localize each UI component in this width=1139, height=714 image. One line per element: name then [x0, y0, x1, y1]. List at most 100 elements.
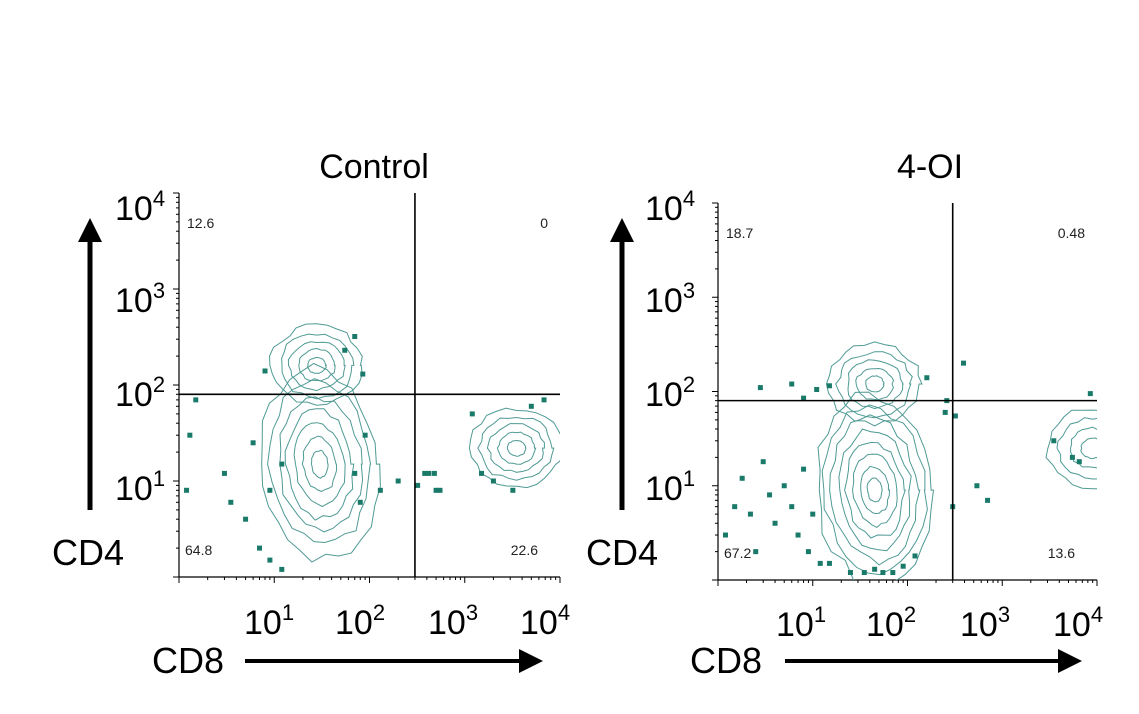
x-tick-exponent: 4: [1090, 602, 1104, 627]
contour-line: [284, 408, 355, 521]
event-point: [193, 397, 199, 403]
contour-line: [851, 453, 898, 529]
event-point: [426, 470, 432, 476]
contour-line: [298, 347, 336, 382]
y-axis-arrow-4oi-head: [610, 218, 634, 242]
y-tick-base: 10: [115, 282, 153, 320]
contour-line: [267, 378, 372, 544]
x-tick-base: 10: [1053, 606, 1091, 644]
y-tick-exponent: 2: [152, 372, 166, 397]
x-tick-exponent: 1: [281, 600, 295, 625]
contour-group: [261, 323, 560, 563]
event-point: [861, 570, 867, 576]
event-point: [422, 470, 428, 476]
event-point: [415, 482, 421, 488]
x-tick-base: 10: [520, 604, 558, 642]
y-tick-label-10-control: 101: [115, 468, 165, 509]
quadrant-label-lower-left: 64.8: [185, 542, 212, 558]
event-point: [362, 432, 368, 438]
contour-line: [287, 341, 346, 392]
event-point: [974, 483, 980, 489]
quadrant-label-upper-right: 0.48: [1058, 225, 1085, 241]
event-point: [924, 375, 930, 381]
contour-line: [506, 439, 527, 457]
x-tick-exponent: 4: [557, 600, 571, 625]
chart-title-4oi: 4-OI: [896, 148, 964, 186]
x-tick-label-10-control: 101: [244, 602, 294, 643]
event-point: [279, 461, 285, 467]
event-point: [221, 470, 227, 476]
event-point: [781, 483, 787, 489]
event-point: [243, 516, 249, 522]
contour-line: [1080, 437, 1097, 460]
y-tick-label-10000-4oi: 104: [645, 188, 695, 229]
event-point: [801, 395, 807, 401]
x-tick-label-1000-control: 103: [428, 602, 478, 643]
quadrant-label-upper-right: 0: [540, 215, 548, 231]
event-point: [961, 360, 967, 366]
x-axis-arrow-control-head: [519, 649, 543, 673]
y-tick-label-100-control: 102: [115, 374, 165, 415]
event-point: [814, 387, 820, 393]
x-tick-exponent: 3: [997, 602, 1011, 627]
y-tick-exponent: 1: [682, 466, 696, 491]
event-point: [395, 478, 401, 484]
event-point: [377, 487, 383, 493]
x-axis-label-control: CD8: [152, 640, 225, 681]
contour-line: [1069, 426, 1097, 469]
y-tick-label-1000-control: 103: [115, 280, 165, 321]
event-point: [912, 553, 918, 559]
y-tick-label-1000-4oi: 103: [645, 280, 695, 321]
event-point: [250, 440, 256, 446]
contour-line: [477, 416, 555, 481]
event-point: [1051, 438, 1057, 444]
event-point: [357, 499, 363, 505]
contour-line: [817, 391, 935, 580]
contour-line: [281, 333, 355, 400]
contour-line: [835, 351, 913, 419]
event-point: [267, 557, 273, 563]
event-point: [490, 478, 496, 484]
contour-line: [301, 435, 338, 492]
event-point: [753, 549, 759, 555]
y-tick-label-10-4oi: 101: [645, 468, 695, 509]
y-axis-label-control: CD4: [52, 532, 125, 573]
contour-line: [866, 477, 883, 503]
plot-4oi: 18.7 0.48 67.2 13.6: [712, 202, 1098, 586]
x-tick-base: 10: [866, 606, 904, 644]
event-point: [847, 570, 853, 576]
contour-line: [825, 341, 923, 427]
y-tick-base: 10: [645, 470, 683, 508]
y-tick-base: 10: [645, 376, 683, 414]
event-point: [541, 397, 547, 403]
contour-line: [468, 407, 560, 489]
x-tick-exponent: 3: [465, 600, 479, 625]
y-tick-label-100-4oi: 102: [645, 374, 695, 415]
event-point: [789, 504, 795, 510]
event-point: [352, 334, 358, 340]
chart-title-control: Control: [319, 148, 429, 186]
contour-group: [817, 341, 1097, 580]
quadrant-label-lower-right: 13.6: [1048, 545, 1075, 561]
event-point: [469, 411, 475, 417]
event-point: [187, 432, 193, 438]
event-point: [228, 499, 234, 505]
event-point: [772, 520, 778, 526]
event-point: [1087, 391, 1093, 397]
y-axis-arrow-control-head: [78, 218, 102, 242]
contour-line: [855, 367, 895, 401]
event-point: [767, 492, 773, 498]
event-point: [267, 487, 273, 493]
y-axis-label-4oi: CD4: [586, 532, 659, 573]
event-point: [817, 560, 823, 566]
x-tick-label-100-4oi: 102: [866, 604, 916, 645]
event-point: [942, 409, 948, 415]
x-tick-label-10000-control: 104: [520, 602, 570, 643]
contour-line: [293, 422, 346, 508]
event-point: [757, 385, 763, 391]
event-point: [760, 459, 766, 465]
contour-line: [1045, 409, 1097, 490]
y-tick-exponent: 4: [152, 186, 166, 211]
quadrant-label-lower-right: 22.6: [511, 542, 538, 558]
y-tick-base: 10: [645, 190, 683, 228]
